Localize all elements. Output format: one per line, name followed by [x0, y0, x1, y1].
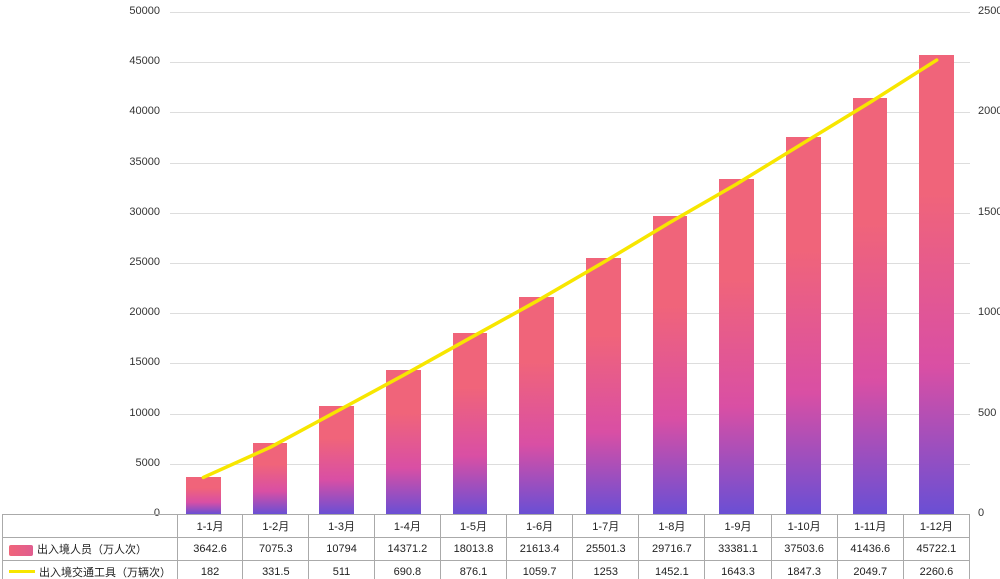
table-category-header: 1-6月: [507, 515, 573, 538]
y-left-tick-label: 10000: [0, 407, 160, 419]
table-category-header: 1-3月: [309, 515, 375, 538]
table-cell: 1847.3: [771, 561, 837, 579]
table-category-header: 1-1月: [177, 515, 243, 538]
table-cell: 511: [309, 561, 375, 579]
table-category-header: 1-11月: [837, 515, 903, 538]
table-cell: 1059.7: [507, 561, 573, 579]
table-category-header: 1-10月: [771, 515, 837, 538]
table-category-header: 1-4月: [374, 515, 440, 538]
table-cell: 41436.6: [837, 538, 903, 561]
legend-bars: 出入境人员（万人次）: [3, 538, 178, 561]
table-legend-header: [3, 515, 178, 538]
line-series: [170, 12, 970, 514]
y-right-tick-label: 0: [978, 507, 984, 519]
table-cell: 3642.6: [177, 538, 243, 561]
table-cell: 7075.3: [243, 538, 309, 561]
y-left-tick-label: 50000: [0, 5, 160, 17]
table-cell: 37503.6: [771, 538, 837, 561]
data-table: 1-1月1-2月1-3月1-4月1-5月1-6月1-7月1-8月1-9月1-10…: [2, 514, 970, 579]
y-right-tick-label: 2000: [978, 105, 1000, 117]
y-right-tick-label: 2500: [978, 5, 1000, 17]
table-cell: 25501.3: [573, 538, 639, 561]
y-right-tick-label: 1000: [978, 306, 1000, 318]
table-cell: 21613.4: [507, 538, 573, 561]
y-left-tick-label: 40000: [0, 105, 160, 117]
table-cell: 29716.7: [639, 538, 705, 561]
combo-chart: 0 5000 10000 15000 20000 25000 30000 35000 40000…: [0, 0, 1000, 579]
table-cell: 1643.3: [705, 561, 771, 579]
table-cell: 2049.7: [837, 561, 903, 579]
table-cell: 10794: [309, 538, 375, 561]
table-cell: 690.8: [374, 561, 440, 579]
table-cell: 182: [177, 561, 243, 579]
table-cell: 18013.8: [440, 538, 506, 561]
table-cell: 45722.1: [903, 538, 969, 561]
table-category-header: 1-7月: [573, 515, 639, 538]
bar-swatch-icon: [9, 545, 33, 556]
table-cell: 1253: [573, 561, 639, 579]
table-cell: 14371.2: [374, 538, 440, 561]
y-left-tick-label: 5000: [0, 457, 160, 469]
y-left-tick-label: 45000: [0, 55, 160, 67]
table-category-header: 1-12月: [903, 515, 969, 538]
y-left-tick-label: 30000: [0, 206, 160, 218]
y-right-tick-label: 500: [978, 407, 996, 419]
table-category-header: 1-5月: [440, 515, 506, 538]
table-cell: 876.1: [440, 561, 506, 579]
table-cell: 1452.1: [639, 561, 705, 579]
y-left-tick-label: 35000: [0, 156, 160, 168]
table-category-header: 1-2月: [243, 515, 309, 538]
plot-area: [170, 12, 970, 515]
y-left-tick-label: 15000: [0, 356, 160, 368]
legend-line: 出入境交通工具（万辆次）: [3, 561, 178, 579]
line-swatch-icon: [9, 570, 35, 573]
legend-bars-label: 出入境人员（万人次）: [37, 544, 147, 556]
table-category-header: 1-8月: [639, 515, 705, 538]
y-left-tick-label: 20000: [0, 306, 160, 318]
y-left-tick-label: 25000: [0, 256, 160, 268]
table-cell: 2260.6: [903, 561, 969, 579]
legend-line-label: 出入境交通工具（万辆次）: [39, 567, 171, 579]
table-cell: 33381.1: [705, 538, 771, 561]
table-cell: 331.5: [243, 561, 309, 579]
y-right-tick-label: 1500: [978, 206, 1000, 218]
table-category-header: 1-9月: [705, 515, 771, 538]
